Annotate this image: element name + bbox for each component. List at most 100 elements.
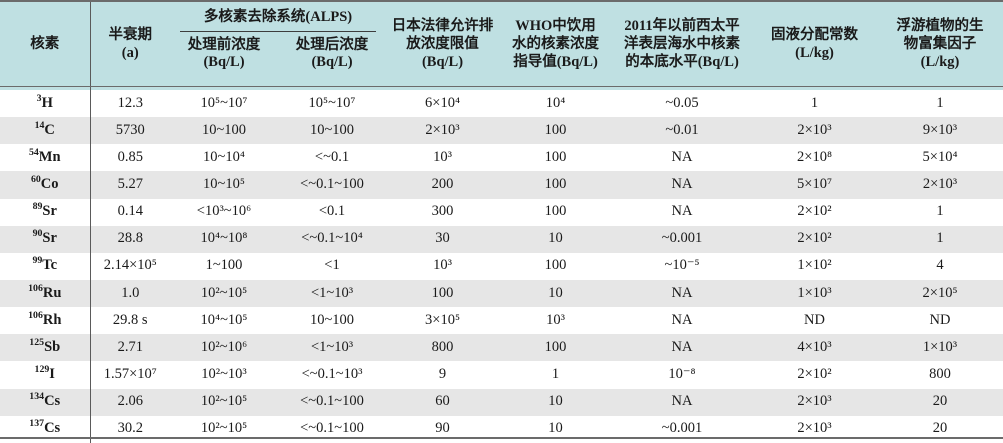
header-who-guideline-line1: WHO中饮用: [515, 18, 596, 35]
cell-alps-after: 10~100: [309, 311, 355, 328]
header-bottom-rule: [0, 86, 1003, 87]
cell-bioconcentration-factor: 2×10³: [922, 176, 958, 193]
cell-bioconcentration-factor: 9×10³: [922, 121, 958, 138]
cell-who-guideline: 100: [544, 338, 567, 355]
cell-alps-after: <1~10³: [310, 338, 354, 355]
cell-background-level: ~0.001: [661, 420, 703, 437]
nuclide-symbol: Sr: [42, 230, 57, 247]
cell-distribution-coefficient: 2×10³: [797, 121, 832, 138]
header-alps-after-line1: 处理后浓度: [295, 36, 369, 53]
cell-alps-before: <10³~10⁶: [196, 203, 252, 220]
cell-bioconcentration-factor: 1: [936, 230, 944, 247]
cell-background-level: NA: [671, 176, 693, 193]
table-row: 14C 5730 10~100 10~100 2×10³ 100 ~0.01 2×10³ 9×1…: [0, 117, 1003, 145]
cell-halflife: 0.14: [89, 198, 170, 226]
header-japan-limit-line3: (Bq/L): [421, 53, 464, 70]
cell-alps-after: 10~100: [309, 121, 355, 138]
cell-alps-before: 10⁵~10⁷: [200, 94, 248, 111]
cell-distribution-coefficient: 5×10⁷: [797, 176, 832, 193]
nuclide-symbol: Mn: [38, 148, 61, 165]
cell-alps-after: <~0.1: [314, 148, 350, 165]
header-bioconcentration-factor-line2: 物富集因子: [903, 36, 977, 53]
cell-bioconcentration-factor: 1×10³: [922, 338, 958, 355]
nuclide-symbol: Tc: [42, 257, 58, 274]
cell-alps-after: <~0.1~10³: [301, 366, 363, 382]
cell-alps-after: <~0.1~100: [300, 176, 364, 193]
nuclide-mass-number: 129: [34, 364, 50, 376]
cell-nuclide: 134Cs: [0, 389, 90, 416]
cell-bioconcentration-factor: ND: [929, 311, 951, 328]
cell-alps-before: 10~100: [201, 121, 247, 138]
cell-who-guideline: 1: [551, 366, 560, 382]
cell-alps-before: 1~100: [205, 257, 243, 274]
nuclide-symbol: Sb: [44, 338, 61, 355]
table-row: 90Sr 28.8 10⁴~10⁸ <~0.1~10⁴ 30 10 ~0.001 2×10² 1: [0, 225, 1003, 253]
cell-alps-before: 10²~10⁶: [200, 338, 248, 355]
table-row: 89Sr 0.14 <10³~10⁶ <0.1 300 100 NA 2×10² 1: [0, 198, 1003, 226]
cell-halflife: 0.85: [89, 144, 170, 172]
cell-bioconcentration-factor: 20: [932, 420, 948, 437]
cell-distribution-coefficient: ND: [804, 311, 825, 328]
header-japan-limit-line2: 放浓度限值: [406, 36, 479, 53]
cell-halflife: 5730: [89, 117, 170, 145]
cell-who-guideline: 10: [548, 420, 563, 437]
cell-japan-limit: 90: [435, 420, 450, 437]
nuclide-mass-number: 14: [34, 119, 45, 131]
cell-halflife: 12.3: [89, 90, 170, 118]
table-row: 129I 1.57×10⁷ 10²~10³ <~0.1~10³ 9 1 10⁻⁸ 2×10² 8…: [0, 361, 1003, 389]
cell-japan-limit: 2×10³: [425, 121, 460, 138]
cell-distribution-coefficient: 2×10³: [797, 420, 832, 437]
cell-nuclide: 129I: [0, 361, 90, 388]
nuclide-mass-number: 90: [32, 228, 43, 240]
cell-alps-after: 10⁵~10⁷: [308, 94, 356, 111]
cell-japan-limit: 60: [435, 393, 450, 410]
cell-background-level: ~0.01: [665, 121, 699, 138]
cell-background-level: NA: [671, 338, 693, 355]
cell-background-level: ~10⁻⁵: [664, 257, 700, 274]
nuclide-mass-number: 99: [32, 255, 43, 267]
header-bioconcentration-factor: 浮游植物的生 物富集因子 (L/kg): [877, 0, 1003, 90]
cell-nuclide: 125Sb: [0, 334, 90, 361]
cell-halflife: 29.8 s: [89, 307, 170, 335]
header-distribution-coefficient: 固液分配常数 (L/kg): [752, 0, 878, 90]
cell-japan-limit: 3×10⁵: [425, 311, 460, 328]
table-row: 134Cs 2.06 10²~10⁵ <~0.1~100 60 10 NA 2×10³ 20: [0, 388, 1003, 416]
header-nuclide: 核素: [0, 0, 90, 90]
table-bottom-rule: [0, 437, 1003, 439]
header-alps-group: 多核素去除系统(ALPS) 处理前浓度 (Bq/L) 处理后浓度 (Bq/L): [170, 0, 387, 90]
cell-bioconcentration-factor: 1: [936, 203, 944, 220]
nuclide-mass-number: 89: [32, 201, 43, 213]
cell-who-guideline: 10⁴: [545, 94, 566, 111]
nuclide-symbol: Co: [40, 176, 59, 193]
cell-who-guideline: 100: [544, 203, 567, 220]
cell-halflife: 5.27: [89, 171, 170, 199]
table-row: 106Ru 1.0 10²~10⁵ <1~10³ 100 10 NA 1×10³ 2×10⁵: [0, 279, 1003, 308]
cell-background-level: NA: [671, 203, 693, 220]
cell-nuclide: 106Rh: [0, 307, 90, 334]
cell-bioconcentration-factor: 2×10⁵: [922, 284, 958, 301]
nuclide-symbol: I: [49, 366, 55, 382]
cell-distribution-coefficient: 2×10²: [797, 230, 832, 247]
cell-alps-after: <1~10³: [310, 284, 354, 301]
cell-bioconcentration-factor: 1: [936, 94, 944, 111]
cell-who-guideline: 100: [544, 121, 567, 138]
cell-halflife: 1.0: [89, 279, 170, 308]
cell-alps-before: 10²~10⁵: [200, 393, 248, 410]
cell-who-guideline: 10: [548, 284, 563, 301]
header-halflife-line1: 半衰期: [108, 27, 153, 44]
header-alps-after-line2: (Bq/L): [311, 54, 353, 71]
header-alps-after: 处理后浓度 (Bq/L): [278, 37, 386, 72]
cell-nuclide: 14C: [0, 117, 90, 144]
nuclide-mass-number: 60: [30, 174, 41, 186]
cell-halflife: 28.8: [89, 225, 170, 253]
cell-alps-after: <~0.1~10⁴: [301, 230, 363, 247]
cell-japan-limit: 30: [435, 230, 450, 247]
cell-japan-limit: 9: [438, 366, 447, 382]
cell-halflife: 2.14×10⁵: [89, 252, 170, 280]
cell-bioconcentration-factor: 4: [936, 257, 944, 274]
cell-bioconcentration-factor: 20: [932, 393, 948, 410]
header-background-level-line2: 洋表层海水中核素: [624, 36, 741, 53]
header-alps-before-line1: 处理前浓度: [187, 36, 261, 53]
table-header: 核素 半衰期 (a) 多核素去除系统(ALPS) 处理前浓度 (Bq/L) 处理…: [0, 0, 1003, 90]
cell-distribution-coefficient: 4×10³: [797, 338, 832, 355]
